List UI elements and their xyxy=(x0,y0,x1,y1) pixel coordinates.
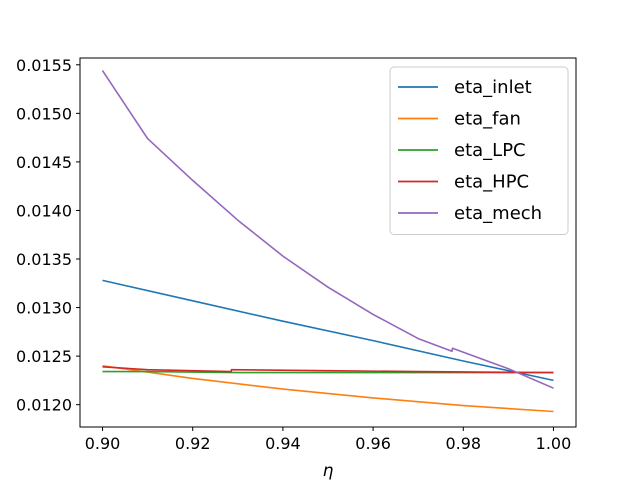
x-tick-label: 0.90 xyxy=(85,434,121,453)
series-layer xyxy=(101,70,554,413)
legend-label: eta_HPC xyxy=(454,172,529,193)
legend-label: eta_inlet xyxy=(454,77,532,98)
y-tick-label: 0.0155 xyxy=(16,56,72,75)
y-tick-label: 0.0135 xyxy=(16,250,72,269)
legend-box xyxy=(389,66,569,235)
y-tick-label: 0.0120 xyxy=(16,396,72,415)
y-tick-label: 0.0125 xyxy=(16,347,72,366)
y-tick-label: 0.0150 xyxy=(16,104,72,123)
y-tick-label: 0.0145 xyxy=(16,153,72,172)
series-line-eta-inlet xyxy=(102,279,554,382)
y-tick-label: 0.0140 xyxy=(16,201,72,220)
legend: eta_inlet eta_fan eta_LPC eta_HPC eta_mech xyxy=(389,66,569,235)
legend-label: eta_fan xyxy=(454,109,521,130)
series-line-eta-mech xyxy=(101,70,554,389)
series-line-eta-HPC xyxy=(102,366,554,374)
x-tick-label: 0.92 xyxy=(175,434,211,453)
x-tick-label: 0.94 xyxy=(265,434,301,453)
axes-layer: 0.90 0.92 0.94 0.96 0.98 1.00 0.0120 0.0125 0.01… xyxy=(16,56,577,453)
legend-label: eta_mech xyxy=(454,203,542,224)
x-tick-label: 0.98 xyxy=(445,434,481,453)
series-line-eta-fan xyxy=(102,365,554,413)
x-tick-label: 1.00 xyxy=(536,434,572,453)
series-line-eta-LPC xyxy=(102,370,554,374)
y-tick-label: 0.0130 xyxy=(16,299,72,318)
legend-label: eta_LPC xyxy=(454,140,526,161)
x-axis-label: η xyxy=(323,461,334,480)
plot-frame xyxy=(79,57,577,428)
x-tick-label: 0.96 xyxy=(355,434,391,453)
